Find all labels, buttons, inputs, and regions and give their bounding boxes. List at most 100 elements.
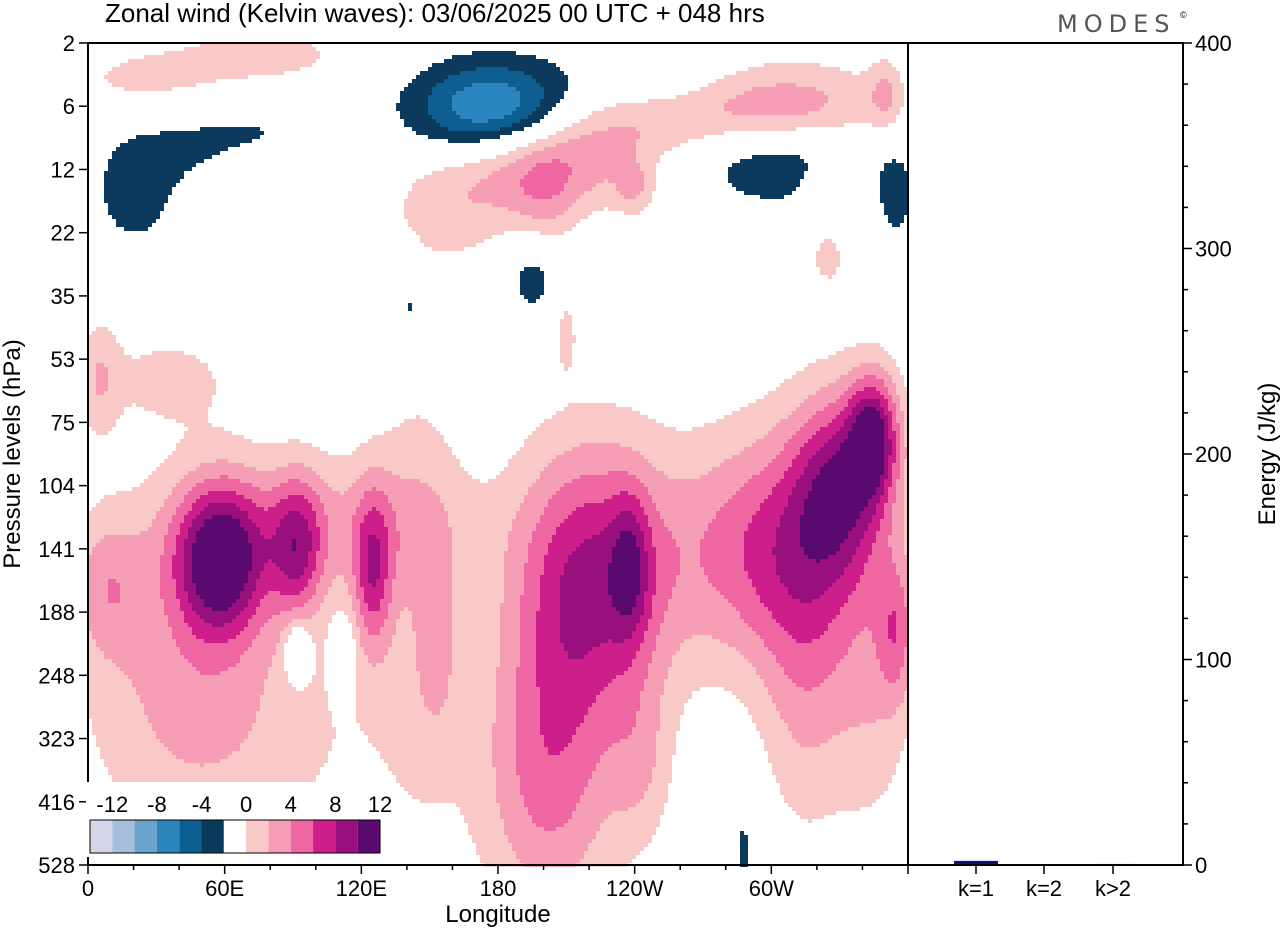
heatmap-cell [180, 371, 184, 375]
heatmap-cell [248, 55, 252, 59]
heatmap-cell [232, 451, 236, 455]
heatmap-cell [140, 175, 144, 179]
heatmap-cell [100, 351, 104, 355]
heatmap-cell [120, 63, 124, 67]
heatmap-cell [144, 523, 148, 527]
heatmap-cell [168, 707, 172, 711]
heatmap-cell [176, 727, 180, 731]
heatmap-cell [168, 51, 172, 55]
heatmap-cell [168, 179, 172, 183]
heatmap-cell [184, 567, 188, 571]
heatmap-cell [136, 87, 140, 91]
heatmap-cell [180, 643, 184, 647]
heatmap-cell [152, 75, 156, 79]
heatmap-cell [248, 559, 252, 563]
heatmap-cell [140, 651, 144, 655]
heatmap-cell [132, 695, 136, 699]
heatmap-cell [152, 511, 156, 515]
heatmap-cell [184, 363, 188, 367]
heatmap-cell [144, 707, 148, 711]
heatmap-cell [228, 631, 232, 635]
heatmap-cell [236, 59, 240, 63]
heatmap-cell [192, 563, 196, 567]
heatmap-cell [156, 563, 160, 567]
heatmap-cell [188, 431, 192, 435]
heatmap-cell [240, 463, 244, 467]
heatmap-cell [212, 43, 216, 47]
heatmap-cell [132, 571, 136, 575]
heatmap-cell [124, 391, 128, 395]
heatmap-cell [112, 671, 116, 675]
heatmap-cell [184, 83, 188, 87]
heatmap-cell [172, 739, 176, 743]
heatmap-cell [168, 479, 172, 483]
heatmap-cell [164, 375, 168, 379]
heatmap-cell [248, 467, 252, 471]
heatmap-cell [208, 511, 212, 515]
heatmap-cell [104, 683, 108, 687]
heatmap-panel [88, 43, 908, 867]
heatmap-cell [104, 691, 108, 695]
heatmap-cell [112, 83, 116, 87]
heatmap-cell [212, 491, 216, 495]
heatmap-cell [196, 515, 200, 519]
heatmap-cell [176, 491, 180, 495]
heatmap-cell [196, 743, 200, 747]
heatmap-cell [188, 579, 192, 583]
heatmap-cell [248, 579, 252, 583]
heatmap-cell [192, 631, 196, 635]
heatmap-cell [232, 715, 236, 719]
heatmap-cell [244, 491, 248, 495]
heatmap-cell [184, 647, 188, 651]
heatmap-cell [208, 155, 212, 159]
heatmap-cell [172, 623, 176, 627]
heatmap-cell [148, 487, 152, 491]
heatmap-cell [240, 607, 244, 611]
heatmap-cell [108, 383, 112, 387]
heatmap-cell [100, 639, 104, 643]
heatmap-cell [212, 591, 216, 595]
heatmap-cell [148, 683, 152, 687]
heatmap-cell [112, 563, 116, 567]
heatmap-cell [124, 195, 128, 199]
heatmap-cell [132, 195, 136, 199]
heatmap-cell [180, 775, 184, 779]
heatmap-cell [148, 747, 152, 751]
heatmap-cell [112, 667, 116, 671]
heatmap-cell [228, 659, 232, 663]
heatmap-cell [244, 479, 248, 483]
heatmap-cell [204, 663, 208, 667]
heatmap-cell [160, 359, 164, 363]
heatmap-cell [216, 71, 220, 75]
heatmap-cell [88, 571, 92, 575]
heatmap-cell [184, 535, 188, 539]
heatmap-cell [104, 755, 108, 759]
heatmap-cell [200, 747, 204, 751]
heatmap-cell [112, 591, 116, 595]
heatmap-cell [112, 79, 116, 83]
heatmap-cell [212, 131, 216, 135]
heatmap-cell [108, 599, 112, 603]
heatmap-cell [216, 567, 220, 571]
heatmap-cell [244, 139, 248, 143]
heatmap-cell [184, 131, 188, 135]
heatmap-cell [204, 367, 208, 371]
heatmap-cell [144, 219, 148, 223]
heatmap-cell [228, 595, 232, 599]
heatmap-cell [224, 727, 228, 731]
heatmap-cell [228, 603, 232, 607]
heatmap-cell [236, 463, 240, 467]
heatmap-cell [128, 359, 132, 363]
heatmap-cell [204, 127, 208, 131]
heatmap-cell [160, 775, 164, 779]
heatmap-cell [188, 603, 192, 607]
heatmap-cell [236, 755, 240, 759]
heatmap-cell [176, 351, 180, 355]
heatmap-cell [156, 147, 160, 151]
heatmap-cell [224, 551, 228, 555]
heatmap-cell [208, 763, 212, 767]
heatmap-cell [108, 643, 112, 647]
heatmap-cell [180, 419, 184, 423]
heatmap-cell [236, 143, 240, 147]
heatmap-cell [136, 551, 140, 555]
